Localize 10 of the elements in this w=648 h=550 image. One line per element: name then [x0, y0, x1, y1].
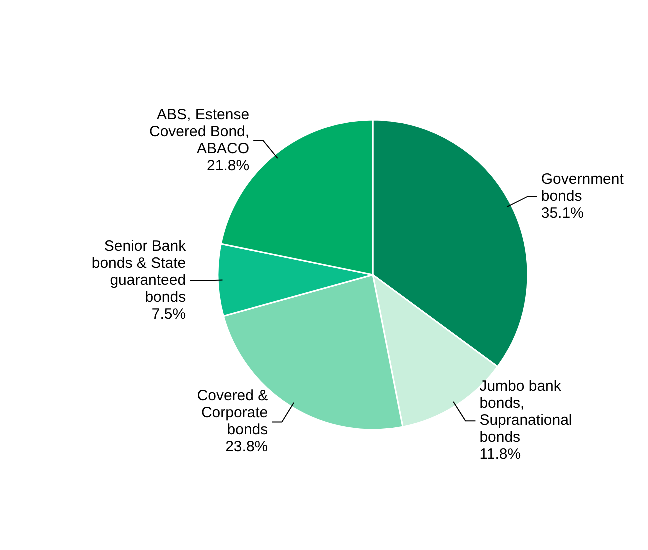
data-label: 7.5%: [152, 306, 186, 323]
data-label: 21.8%: [207, 157, 250, 174]
slice-label: Covered & Corporate bonds: [197, 388, 268, 439]
slice-label: Government bonds: [541, 170, 625, 205]
data-label: 11.8%: [480, 446, 522, 464]
slice-label: Senior Bank bonds & State guaranteed bonds: [92, 238, 187, 306]
slice-label: ABS, Estense Covered Bond, ABACO: [149, 106, 250, 158]
data-label: 35.1%: [541, 204, 584, 222]
data-label: 23.8%: [226, 438, 268, 456]
slice-label: Jumbo bank bonds, Supranational bonds: [480, 378, 572, 446]
